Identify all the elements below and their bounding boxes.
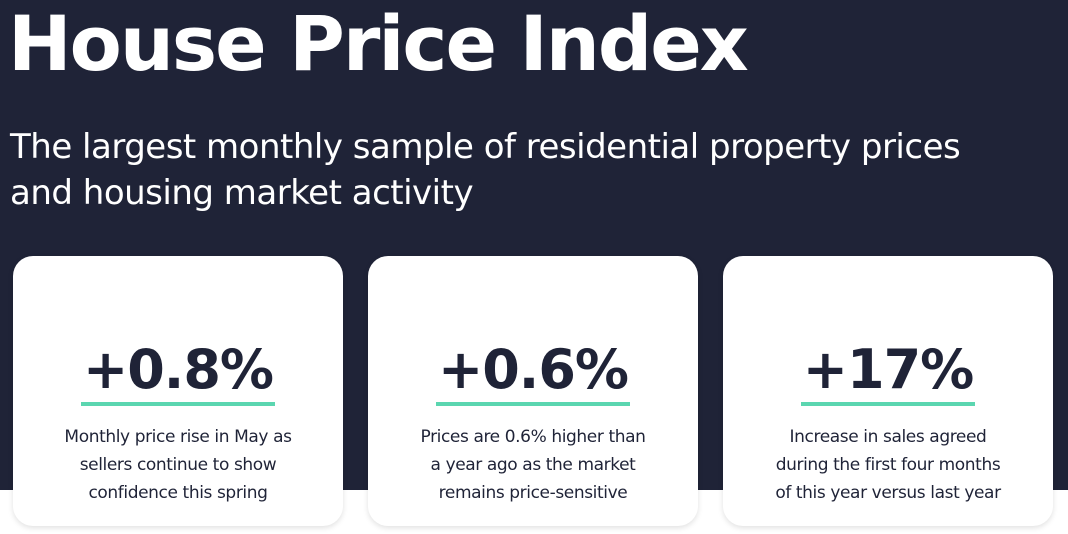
stat-description-line: of this year versus last year [775,483,1001,503]
stat-description-line: remains price-sensitive [438,483,628,503]
stat-card-monthly-price: +0.8% Monthly price rise in May as selle… [13,256,343,526]
stat-value: +0.8% [80,340,275,406]
stat-description-line: Increase in sales agreed [789,427,987,447]
page-title: House Price Index [8,0,749,88]
stat-figure: +17% [723,340,1053,406]
stat-figure: +0.8% [13,340,343,406]
stat-description-line: during the first four months [775,455,1001,475]
stat-description: Monthly price rise in May as sellers con… [13,423,343,507]
subtitle-line-1: The largest monthly sample of residentia… [10,127,961,167]
stat-description-line: a year ago as the market [430,455,636,475]
stat-card-sales-agreed: +17% Increase in sales agreed during the… [723,256,1053,526]
subtitle-line-2: and housing market activity [10,173,474,213]
stat-figure: +0.6% [368,340,698,406]
stat-value: +17% [800,340,976,406]
stat-description: Prices are 0.6% higher than a year ago a… [368,423,698,507]
stat-description-line: Monthly price rise in May as [64,427,292,447]
stat-description-line: confidence this spring [88,483,268,503]
page-subtitle: The largest monthly sample of residentia… [10,124,1050,216]
stat-description-line: sellers continue to show [79,455,277,475]
stat-card-annual-price: +0.6% Prices are 0.6% higher than a year… [368,256,698,526]
stat-description-line: Prices are 0.6% higher than [420,427,646,447]
stat-description: Increase in sales agreed during the firs… [723,423,1053,507]
stat-value: +0.6% [435,340,630,406]
